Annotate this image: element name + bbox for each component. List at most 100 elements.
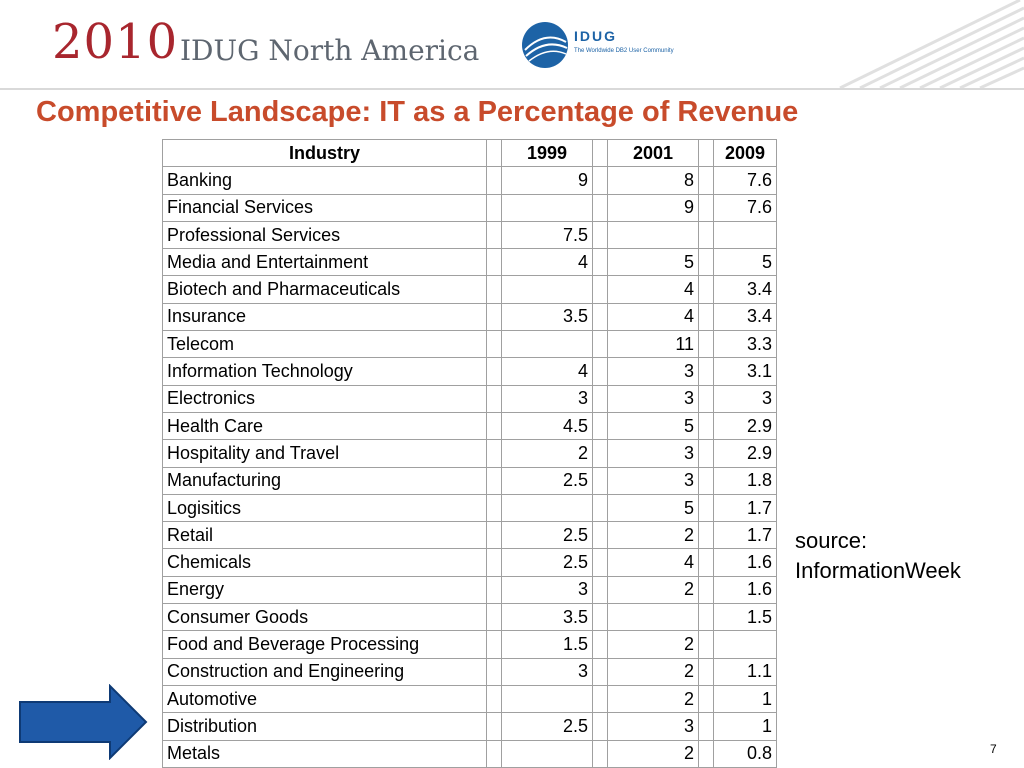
value-2009-cell [713, 220, 777, 250]
value-2001-cell: 2 [607, 739, 699, 768]
gap-cell [486, 330, 502, 359]
value-2009-cell: 1.8 [713, 466, 777, 495]
gap-cell [486, 384, 502, 413]
gap-cell [698, 275, 714, 304]
header-gap [592, 138, 608, 168]
industry-cell: Telecom [162, 330, 487, 359]
slide-title: Competitive Landscape: IT as a Percentag… [36, 96, 799, 128]
source-label: source: [795, 528, 868, 553]
gap-cell [486, 220, 502, 250]
gap-cell [698, 630, 714, 659]
value-1999-cell: 9 [501, 166, 593, 195]
gap-cell [592, 521, 608, 550]
table-row: Automotive 2 1 [162, 684, 777, 714]
value-1999-cell: 2 [501, 439, 593, 468]
gap-cell [592, 548, 608, 577]
table-row: Retail 2.5 2 1.7 [162, 521, 777, 550]
value-1999-cell: 2.5 [501, 521, 593, 550]
value-2001-cell: 8 [607, 166, 699, 195]
value-1999-cell: 3.5 [501, 603, 593, 632]
logo-tagline: The Worldwide DB2 User Community [574, 48, 674, 54]
value-2001-cell: 2 [607, 630, 699, 659]
value-2009-cell: 2.9 [713, 439, 777, 468]
value-2009-cell: 0.8 [713, 739, 777, 768]
header-conference-name: IDUG North America [180, 34, 480, 67]
gap-cell [486, 357, 502, 386]
value-2009-cell [713, 630, 777, 659]
gap-cell [592, 302, 608, 332]
industry-cell: Food and Beverage Processing [162, 630, 487, 659]
gap-cell [698, 439, 714, 468]
gap-cell [698, 248, 714, 277]
value-2009-cell: 7.6 [713, 193, 777, 222]
value-2001-cell [607, 220, 699, 250]
value-2001-cell: 3 [607, 466, 699, 495]
industry-cell: Retail [162, 521, 487, 550]
gap-cell [592, 466, 608, 495]
gap-cell [486, 521, 502, 550]
gap-cell [698, 220, 714, 250]
header-year: 2010 [52, 14, 179, 70]
gap-cell [698, 466, 714, 495]
gap-cell [698, 166, 714, 195]
table-row: Financial Services 9 7.6 [162, 193, 777, 222]
gap-cell [698, 603, 714, 632]
header-1999: 1999 [501, 138, 593, 168]
value-2001-cell: 4 [607, 302, 699, 332]
value-2009-cell: 1.1 [713, 657, 777, 686]
gap-cell [698, 712, 714, 741]
gap-cell [698, 657, 714, 686]
source-name: InformationWeek [795, 558, 961, 583]
gap-cell [592, 166, 608, 195]
table-row: Professional Services 7.5 [162, 220, 777, 250]
header-industry: Industry [162, 138, 487, 168]
value-1999-cell: 3.5 [501, 302, 593, 332]
table-row: Biotech and Pharmaceuticals 4 3.4 [162, 275, 777, 304]
gap-cell [486, 248, 502, 277]
value-2001-cell: 5 [607, 248, 699, 277]
gap-cell [592, 248, 608, 277]
industry-it-table: Industry 1999 2001 2009 Banking 9 8 7.6 Fina… [162, 138, 777, 768]
value-1999-cell: 1.5 [501, 630, 593, 659]
industry-cell: Professional Services [162, 220, 487, 250]
gap-cell [592, 439, 608, 468]
gap-cell [698, 330, 714, 359]
value-1999-cell [501, 493, 593, 523]
value-2001-cell: 9 [607, 193, 699, 222]
gap-cell [592, 603, 608, 632]
gap-cell [698, 739, 714, 768]
table-row: Health Care 4.5 5 2.9 [162, 411, 777, 441]
decorative-stripes [839, 0, 1024, 88]
table-row: Electronics 3 3 3 [162, 384, 777, 413]
value-2001-cell: 4 [607, 275, 699, 304]
value-1999-cell: 3 [501, 384, 593, 413]
table-row: Distribution 2.5 3 1 [162, 712, 777, 741]
gap-cell [592, 684, 608, 714]
table-row: Media and Entertainment 4 5 5 [162, 248, 777, 277]
gap-cell [698, 384, 714, 413]
gap-cell [486, 657, 502, 686]
table-header-row: Industry 1999 2001 2009 [162, 138, 777, 168]
industry-cell: Electronics [162, 384, 487, 413]
source-note: source: InformationWeek [795, 526, 961, 586]
gap-cell [592, 330, 608, 359]
table-row: Construction and Engineering 3 2 1.1 [162, 657, 777, 686]
value-1999-cell: 3 [501, 657, 593, 686]
value-2001-cell: 3 [607, 712, 699, 741]
value-2009-cell: 1 [713, 684, 777, 714]
gap-cell [592, 193, 608, 222]
value-2001-cell: 4 [607, 548, 699, 577]
table-row: Consumer Goods 3.5 1.5 [162, 603, 777, 632]
gap-cell [592, 493, 608, 523]
value-2009-cell: 1.7 [713, 493, 777, 523]
value-2001-cell: 3 [607, 357, 699, 386]
gap-cell [592, 275, 608, 304]
table-body: Banking 9 8 7.6 Financial Services 9 7.6 Profes… [162, 166, 777, 768]
table-row: Logisitics 5 1.7 [162, 493, 777, 523]
value-1999-cell: 4.5 [501, 411, 593, 441]
table-row: Information Technology 4 3 3.1 [162, 357, 777, 386]
gap-cell [486, 712, 502, 741]
value-2001-cell: 2 [607, 684, 699, 714]
gap-cell [698, 521, 714, 550]
value-2009-cell: 1.5 [713, 603, 777, 632]
